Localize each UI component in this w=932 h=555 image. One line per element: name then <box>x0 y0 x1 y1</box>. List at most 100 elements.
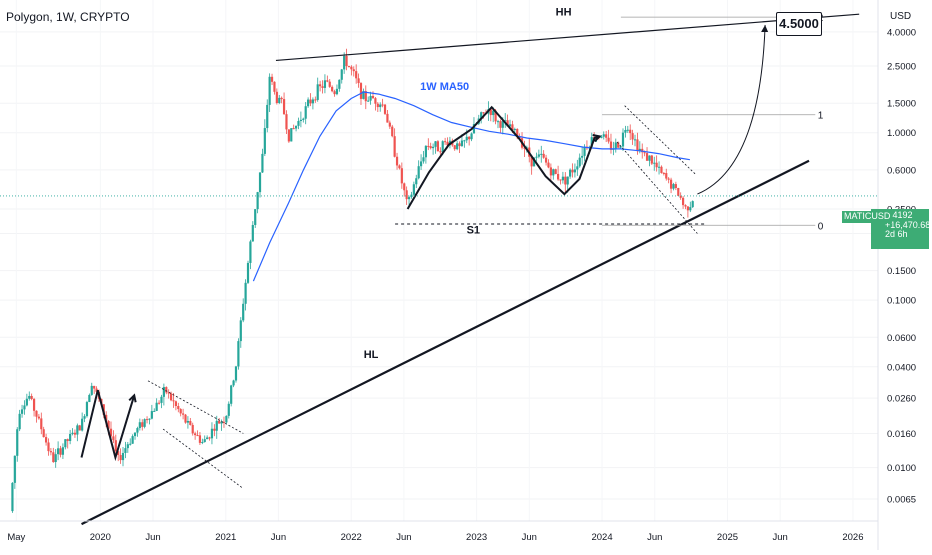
candle-body <box>347 66 351 68</box>
candle-body <box>480 112 483 119</box>
candle-body <box>261 153 264 173</box>
candle-body <box>71 432 74 434</box>
currency-label[interactable]: USD <box>890 11 912 22</box>
candle-body <box>314 99 317 101</box>
candle-body <box>297 121 300 126</box>
candle-body <box>638 148 641 152</box>
hh-trendline <box>275 13 860 62</box>
candle-body <box>436 141 440 152</box>
candle-body <box>535 156 538 158</box>
candle-body <box>626 129 629 131</box>
candle-body <box>258 172 262 193</box>
candle-body <box>403 183 406 191</box>
candle-body <box>138 422 141 429</box>
candle-body <box>304 106 307 119</box>
candle-body <box>210 428 214 439</box>
candle-body <box>362 91 365 99</box>
candle-body <box>431 146 435 149</box>
candle-body <box>444 141 447 143</box>
candle-body <box>37 416 40 419</box>
candle-body <box>321 86 324 88</box>
candle-body <box>398 165 401 169</box>
candle-body <box>552 169 555 176</box>
price-tick-label: 2.5000 <box>887 62 916 73</box>
price-change: +16,470.68% <box>885 219 932 230</box>
price-tick-label: 1.5000 <box>887 99 916 110</box>
projection-curve <box>697 24 766 195</box>
candle-body <box>677 188 680 196</box>
candle-body <box>311 99 315 104</box>
price-tick-label: 0.0065 <box>887 494 916 505</box>
candle-body <box>643 152 646 154</box>
candle-body <box>367 100 370 102</box>
candle-body <box>386 113 389 123</box>
candle-body <box>95 388 98 392</box>
candle-body <box>576 166 579 170</box>
candle-body <box>506 120 509 127</box>
candle-body <box>40 418 43 430</box>
candle-body <box>496 121 500 123</box>
candle-body <box>225 415 228 423</box>
candle-body <box>78 425 81 431</box>
candle-body <box>52 452 55 463</box>
candle-body <box>239 320 242 342</box>
channel-upper-line <box>624 105 697 176</box>
candle-body <box>278 97 281 104</box>
candle-body <box>650 155 653 164</box>
time-tick-label: Jun <box>773 532 788 543</box>
price-tick-label: 0.1500 <box>887 266 916 277</box>
candle-body <box>11 482 14 512</box>
price-tick-label: 0.6000 <box>887 165 916 176</box>
price-tick-label: 0.0260 <box>887 394 916 405</box>
candle-body <box>343 55 346 70</box>
candle-body <box>412 184 415 195</box>
candle-body <box>357 78 360 84</box>
candle-body <box>518 136 521 139</box>
candle-body <box>662 172 665 174</box>
candle-body <box>501 121 504 128</box>
candle-body <box>338 79 341 89</box>
candle-body <box>121 452 125 461</box>
candle-body <box>20 409 24 414</box>
candle-body <box>59 448 62 455</box>
candle-body <box>282 99 286 115</box>
candle-body <box>270 76 274 82</box>
candle-body <box>489 109 492 116</box>
candle-body <box>388 122 391 127</box>
hl-label: HL <box>364 349 379 361</box>
candle-body <box>691 201 694 208</box>
candle-body <box>232 380 235 386</box>
candle-body <box>323 80 327 88</box>
candle-body <box>665 173 668 179</box>
candle-body <box>424 145 427 158</box>
candle-body <box>456 143 459 150</box>
candle-body <box>32 398 36 411</box>
candle-body <box>273 81 276 92</box>
candle-body <box>684 205 687 207</box>
candle-body <box>215 420 218 431</box>
candle-body <box>141 422 144 427</box>
candle-body <box>292 128 295 130</box>
candle-body <box>530 156 533 167</box>
candle-body <box>571 169 574 173</box>
target-price-label: 4.5000 <box>776 12 822 36</box>
candle-body <box>234 366 238 381</box>
candle-body <box>333 91 336 95</box>
candle-body <box>400 168 403 184</box>
candle-body <box>532 157 536 167</box>
candle-body <box>328 81 331 87</box>
s1-label: S1 <box>467 225 480 237</box>
ma50-label: 1W MA50 <box>420 81 469 93</box>
candle-body <box>681 197 685 206</box>
price-tick-label: 1.0000 <box>887 128 916 139</box>
candle-body <box>463 140 466 142</box>
candle-body <box>352 69 355 72</box>
candle-body <box>83 416 86 419</box>
candle-body <box>246 262 250 283</box>
candle-body <box>66 439 69 441</box>
candle-body <box>537 154 540 157</box>
candle-body <box>242 303 245 321</box>
candle-body <box>383 104 387 114</box>
